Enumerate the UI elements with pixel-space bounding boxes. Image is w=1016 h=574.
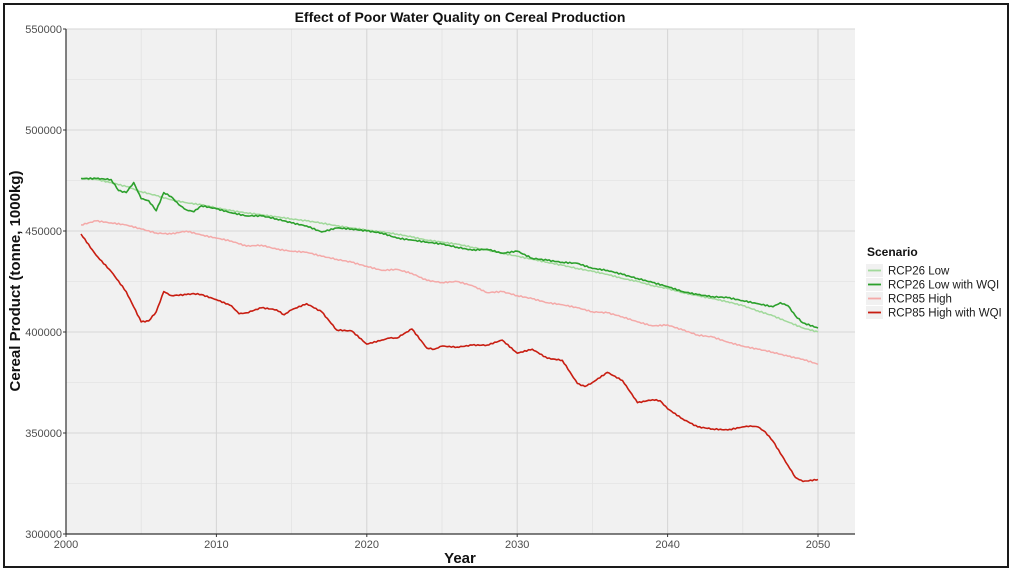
x-ticks: 2000 2010 2020 2030 2040 2050: [54, 534, 830, 551]
legend-title: Scenario: [867, 245, 918, 259]
x-tick-label: 2020: [355, 539, 379, 551]
y-tick-label: 400000: [25, 327, 62, 339]
series-layer: [80, 177, 819, 483]
x-tick-label: 2050: [806, 539, 830, 551]
y-axis-title: Cereal Product (tonne, 1000kg): [7, 171, 24, 392]
series-line-rcp85-high: [80, 219, 819, 366]
x-tick-label: 2040: [655, 539, 679, 551]
x-tick-label: 2000: [54, 539, 78, 551]
y-ticks: 300000 350000 400000 450000 500000 550000: [25, 24, 66, 541]
x-axis-title: Year: [444, 550, 476, 567]
series-line-rcp26-low: [80, 177, 819, 333]
series-line-rcp85-high-with-wqi: [80, 233, 819, 483]
y-tick-label: 350000: [25, 428, 62, 440]
legend-label-rcp85-high: RCP85 High: [888, 294, 952, 306]
x-tick-label: 2030: [505, 539, 529, 551]
legend-label-rcp85-high-with-wqi: RCP85 High with WQI: [888, 308, 1002, 320]
series-line-rcp26-low-with-wqi: [80, 177, 819, 329]
y-tick-label: 550000: [25, 24, 62, 36]
legend-label-rcp26-low: RCP26 Low: [888, 266, 950, 278]
y-tick-label: 500000: [25, 125, 62, 137]
y-tick-label: 300000: [25, 529, 62, 541]
legend-label-rcp26-low-with-wqi: RCP26 Low with WQI: [888, 280, 999, 292]
y-tick-label: 450000: [25, 226, 62, 238]
grid-minor: [66, 29, 855, 534]
x-tick-label: 2010: [204, 539, 228, 551]
chart-title: Effect of Poor Water Quality on Cereal P…: [295, 9, 626, 25]
legend: Scenario RCP26 Low RCP26 Low with WQI RCP8…: [866, 245, 1002, 320]
